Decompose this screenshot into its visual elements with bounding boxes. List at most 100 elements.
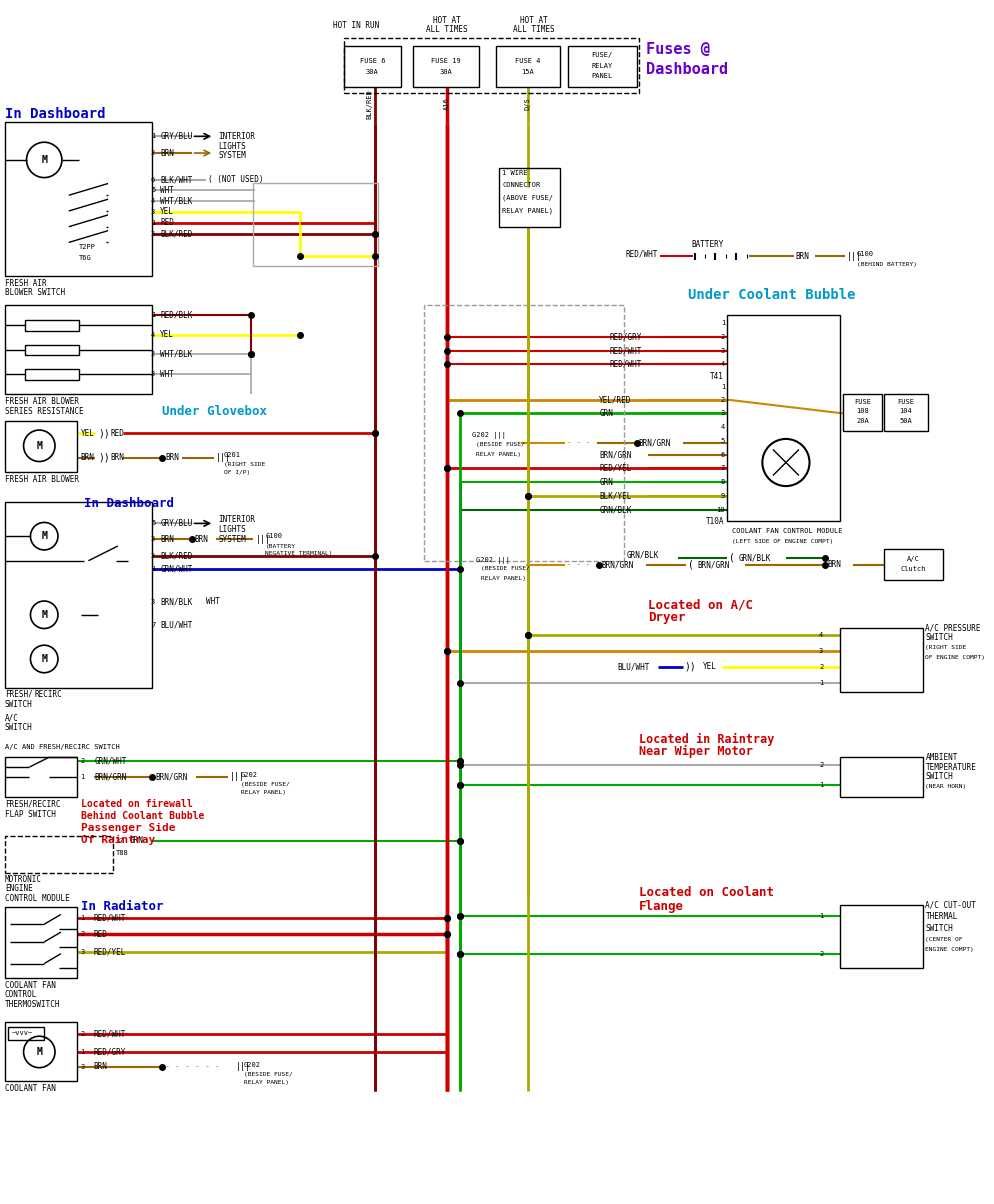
Text: 1: 1 bbox=[819, 781, 823, 787]
Text: )): )) bbox=[98, 429, 110, 438]
Text: 10: 10 bbox=[717, 507, 725, 513]
Text: 15A: 15A bbox=[521, 70, 534, 76]
Bar bbox=[424, 306, 624, 561]
Bar bbox=[840, 627, 923, 692]
Text: FUSE/: FUSE/ bbox=[591, 52, 613, 58]
Text: (BESIDE FUSE/: (BESIDE FUSE/ bbox=[241, 783, 289, 787]
Text: BRN/GRN: BRN/GRN bbox=[601, 560, 633, 569]
Text: GRN/BLK: GRN/BLK bbox=[627, 550, 659, 560]
Text: In Radiator: In Radiator bbox=[81, 901, 163, 913]
Text: 3: 3 bbox=[151, 600, 155, 604]
Text: Under Glovebox: Under Glovebox bbox=[162, 405, 267, 418]
Bar bbox=[5, 907, 77, 979]
Text: 1: 1 bbox=[151, 566, 155, 572]
Text: (BEHIND BATTERY): (BEHIND BATTERY) bbox=[857, 261, 916, 266]
Bar bbox=[25, 370, 79, 380]
Bar bbox=[344, 39, 638, 93]
Text: 1: 1 bbox=[819, 679, 823, 685]
Text: T2PP: T2PP bbox=[79, 244, 95, 250]
Text: GRN/WHT: GRN/WHT bbox=[160, 565, 193, 573]
Text: 1: 1 bbox=[151, 312, 155, 318]
Text: 2: 2 bbox=[721, 396, 725, 402]
Text: |||: ||| bbox=[847, 252, 862, 261]
Text: 1: 1 bbox=[721, 320, 725, 326]
Text: 6: 6 bbox=[721, 452, 725, 458]
Text: M: M bbox=[42, 531, 47, 541]
Text: BRN/GRN: BRN/GRN bbox=[698, 560, 730, 569]
Text: 2: 2 bbox=[81, 1032, 84, 1038]
Text: BLK/YEL: BLK/YEL bbox=[599, 491, 631, 501]
Text: Under Coolant Bubble: Under Coolant Bubble bbox=[688, 289, 855, 302]
Text: THERMAL: THERMAL bbox=[925, 911, 958, 921]
Text: |||: ||| bbox=[255, 535, 270, 544]
Text: RED: RED bbox=[93, 929, 107, 939]
Text: Clutch: Clutch bbox=[901, 566, 926, 572]
Text: 2: 2 bbox=[721, 334, 725, 340]
Text: M: M bbox=[42, 609, 47, 620]
Text: SWITCH: SWITCH bbox=[925, 923, 953, 933]
Text: A16: A16 bbox=[444, 98, 450, 111]
Text: RED: RED bbox=[160, 218, 174, 228]
Text: BRN/GRN: BRN/GRN bbox=[155, 773, 188, 781]
Text: 3: 3 bbox=[721, 411, 725, 417]
Text: RED/WHT: RED/WHT bbox=[626, 249, 658, 259]
Text: T6G: T6G bbox=[79, 255, 91, 261]
Text: |||: ||| bbox=[230, 773, 245, 781]
Text: BLK/WHT: BLK/WHT bbox=[160, 175, 193, 184]
Text: YEL: YEL bbox=[160, 207, 174, 217]
Text: RED/GRY: RED/GRY bbox=[93, 1047, 125, 1056]
Text: GRN/WHT: GRN/WHT bbox=[94, 756, 126, 766]
Bar bbox=[8, 1027, 44, 1040]
Text: 2: 2 bbox=[819, 762, 823, 768]
Text: 5: 5 bbox=[151, 188, 155, 194]
Text: TEMPERATURE: TEMPERATURE bbox=[925, 762, 976, 772]
Text: RED/YEL: RED/YEL bbox=[599, 464, 631, 473]
Text: BLU/WHT: BLU/WHT bbox=[617, 662, 649, 672]
Text: 2: 2 bbox=[819, 663, 823, 669]
Text: FRESH/: FRESH/ bbox=[5, 690, 33, 698]
Text: FRESH AIR BLOWER: FRESH AIR BLOWER bbox=[5, 397, 79, 406]
Text: 3: 3 bbox=[819, 648, 823, 654]
Text: WHT: WHT bbox=[160, 370, 174, 378]
Text: BRN: BRN bbox=[160, 148, 174, 158]
Text: ALL TIMES: ALL TIMES bbox=[513, 25, 555, 34]
Text: ENGINE COMPT): ENGINE COMPT) bbox=[925, 948, 974, 952]
Text: Flange: Flange bbox=[638, 901, 684, 913]
Bar bbox=[25, 344, 79, 355]
Text: YEL/RED: YEL/RED bbox=[599, 395, 631, 405]
Bar bbox=[568, 46, 636, 87]
Text: MOTRONIC: MOTRONIC bbox=[5, 874, 42, 884]
Text: BLU/WHT: BLU/WHT bbox=[160, 620, 193, 630]
Text: M: M bbox=[42, 654, 47, 663]
Text: 5: 5 bbox=[721, 438, 725, 444]
Bar bbox=[727, 315, 840, 521]
Bar bbox=[840, 757, 923, 797]
Text: Near Wiper Motor: Near Wiper Motor bbox=[638, 745, 752, 757]
Text: LIGHTS: LIGHTS bbox=[218, 525, 246, 533]
Text: - - -: - - - bbox=[567, 438, 590, 448]
Bar bbox=[413, 46, 479, 87]
Text: RED/YEL: RED/YEL bbox=[93, 948, 125, 956]
Text: |||: ||| bbox=[236, 1062, 250, 1072]
Text: 8: 8 bbox=[721, 479, 725, 485]
Text: BRN: BRN bbox=[195, 535, 209, 544]
Text: 4: 4 bbox=[721, 361, 725, 367]
Text: 3: 3 bbox=[721, 348, 725, 354]
Text: G100: G100 bbox=[265, 533, 282, 539]
Text: 1: 1 bbox=[81, 774, 84, 780]
Text: 4: 4 bbox=[819, 632, 823, 638]
Text: 37: 37 bbox=[116, 838, 124, 844]
Text: 2: 2 bbox=[819, 951, 823, 957]
Text: CONTROL MODULE: CONTROL MODULE bbox=[5, 895, 70, 903]
Text: Behind Coolant Bubble: Behind Coolant Bubble bbox=[81, 811, 204, 821]
Text: FRESH AIR: FRESH AIR bbox=[5, 279, 47, 288]
Text: T88: T88 bbox=[116, 850, 128, 856]
Text: LIGHTS: LIGHTS bbox=[218, 142, 246, 150]
Text: RELAY PANEL): RELAY PANEL) bbox=[244, 1080, 288, 1085]
Text: YEL: YEL bbox=[160, 330, 174, 340]
Text: 3: 3 bbox=[81, 949, 84, 955]
Text: FUSE: FUSE bbox=[854, 399, 871, 405]
Text: 7: 7 bbox=[151, 621, 155, 627]
Text: (BESIDE FUSE/: (BESIDE FUSE/ bbox=[481, 566, 530, 571]
Text: (BATTERY: (BATTERY bbox=[265, 543, 295, 549]
